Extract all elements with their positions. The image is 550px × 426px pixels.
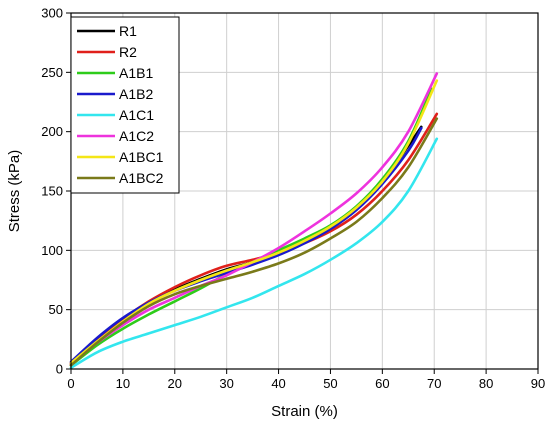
series-lines: [69, 72, 439, 370]
legend-label-r1: R1: [119, 23, 137, 39]
legend: R1 R2 A1B1 A1B2 A1C1 A1C2 A1BC1 A1BC2: [70, 16, 180, 194]
y-tick-label: 50: [49, 302, 63, 317]
y-axis-title: Stress (kPa): [6, 150, 23, 233]
legend-label-a1b1: A1B1: [119, 65, 153, 81]
y-tick-label: 150: [41, 184, 63, 199]
legend-label-r2: R2: [119, 44, 137, 60]
series-line-a1bc2: [69, 117, 439, 367]
legend-label-a1c2: A1C2: [119, 128, 154, 144]
legend-box: [70, 16, 180, 194]
x-tick-label: 70: [427, 376, 441, 391]
y-tick-label: 250: [41, 65, 63, 80]
y-tick-label: 100: [41, 243, 63, 258]
x-tick-label: 40: [271, 376, 285, 391]
x-axis-title: Strain (%): [271, 403, 338, 420]
legend-label-a1bc2: A1BC2: [119, 170, 164, 186]
x-tick-label: 10: [116, 376, 130, 391]
x-tick-label: 80: [479, 376, 493, 391]
series-line-a1b2: [69, 126, 423, 364]
legend-label-a1bc1: A1BC1: [119, 149, 164, 165]
x-tick-label: 20: [168, 376, 182, 391]
y-tick-label: 300: [41, 6, 63, 21]
x-tick-label: 50: [323, 376, 337, 391]
legend-label-a1c1: A1C1: [119, 107, 154, 123]
y-tick-label: 200: [41, 124, 63, 139]
y-tick-label: 0: [56, 362, 63, 377]
x-tick-label: 90: [531, 376, 545, 391]
legend-label-a1b2: A1B2: [119, 86, 153, 102]
x-tick-label: 30: [219, 376, 233, 391]
series-line-a1c1: [69, 137, 439, 370]
axis-ticks: 0 10 20 30 40 50 60 70 80 90 0 50 100 150 200 250 300: [41, 6, 545, 392]
x-tick-label: 60: [375, 376, 389, 391]
x-tick-label: 0: [67, 376, 74, 391]
